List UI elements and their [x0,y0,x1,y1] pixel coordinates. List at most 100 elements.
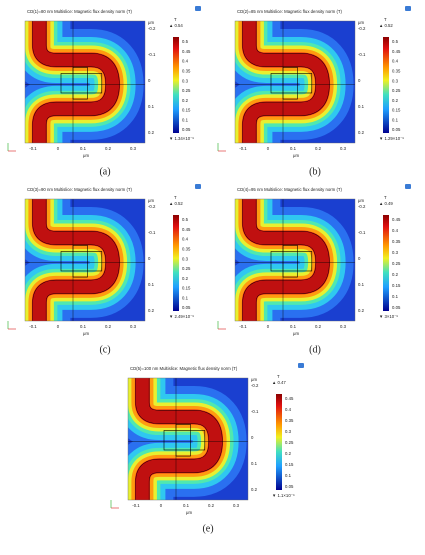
x-tick-label: 0 [267,324,270,329]
via [270,251,313,272]
colorbar [276,394,282,490]
field [25,199,145,321]
x-axis-label: μm [293,331,299,336]
colorbar-tick-label: 0.1 [392,117,399,122]
x-tick-label: 0.3 [340,146,347,151]
y-axis-label: μm [148,198,154,203]
x-tick-label: 0.2 [105,324,112,329]
y-axis-label: μm [251,377,257,382]
colorbar-tick-label: 0.35 [182,246,191,251]
x-tick-label: 0.2 [315,146,322,151]
colorbar-tick-label: 0.25 [285,440,294,445]
x-tick-label: 0 [160,503,163,508]
colorbar-tick-label: 0.2 [392,272,399,277]
x-tick-label: -0.1 [239,324,247,329]
colorbar-tick-label: 0.45 [392,49,401,54]
y-tick-label: -0.1 [358,230,366,235]
colorbar-tick-label: 0.2 [285,451,292,456]
y-tick-label: 0.1 [148,104,155,109]
plot-frame [234,198,356,322]
y-tick-label: 0.1 [358,104,365,109]
colorbar-max: ▲ 0.52 [169,201,183,206]
x-axis-label: μm [293,153,299,158]
colorbar-tick-label: 0.05 [285,484,294,489]
colorbar-tick-label: 0.35 [392,68,401,73]
via [163,430,206,451]
x-tick-label: 0.2 [208,503,215,508]
y-tick-label: 0.2 [251,487,258,492]
x-axis-label: μm [83,331,89,336]
colorbar-tick-label: 0.25 [392,261,401,266]
y-tick-label: 0.2 [358,130,365,135]
colorbar-min: ▼ 1.34×10⁻⁶ [169,136,194,141]
y-axis-label: μm [148,20,154,25]
y-tick-label: 0.2 [358,308,365,313]
panel: CD(5)=100 nm Multislice: Magnetic flux d… [110,363,304,534]
field [235,21,355,143]
x-tick-label: 0.2 [105,146,112,151]
colorbar-max: ▲ 0.47 [272,380,286,385]
y-tick-label: 0.1 [358,282,365,287]
colorbar-tick-label: 0.2 [182,276,189,281]
plot-frame [234,20,356,144]
colorbar-tick-label: 0.05 [182,305,191,310]
x-tick-label: 0.1 [80,324,87,329]
x-tick-label: 0 [57,324,60,329]
panel-label: (b) [309,166,321,177]
colorbar-unit: T [174,195,177,200]
via [270,73,313,94]
colorbar-tick-label: 0.45 [285,396,294,401]
y-axis-label: μm [358,20,364,25]
y-axis-label: μm [358,198,364,203]
plot-frame [24,198,146,322]
colorbar-tick-label: 0.2 [392,98,399,103]
panel: CD(3)=90 nm Multislice: Magnetic flux de… [7,184,201,355]
panel-label: (e) [202,523,213,534]
colorbar-max: ▲ 0.54 [169,23,183,28]
panel: CD(2)=85 nm Multislice: Magnetic flux de… [217,6,411,177]
colorbar-tick-label: 0.25 [182,266,191,271]
colorbar-tick-label: 0.3 [285,429,292,434]
y-tick-label: 0.2 [148,308,155,313]
colorbar-min: ▼ 1.29×10⁻⁶ [379,136,404,141]
x-axis-label: μm [83,153,89,158]
x-tick-label: 0 [57,146,60,151]
colorbar-tick-label: 0.35 [285,418,294,423]
via [60,251,103,272]
x-tick-label: 0.3 [130,146,137,151]
field [25,21,145,143]
colorbar-tick-label: 0.35 [392,239,401,244]
colorbar [383,37,389,133]
panel-label: (c) [99,344,110,355]
panel-title: CD(3)=90 nm Multislice: Magnetic flux de… [27,187,133,192]
colorbar-tick-label: 0.15 [182,286,191,291]
colorbar-tick-label: 0.1 [182,117,189,122]
panel: CD(1)=80 nm Multislice: Magnetic flux de… [7,6,201,177]
colorbar-tick-label: 0.15 [182,108,191,113]
x-axis-label: μm [186,510,192,515]
y-tick-label: -0.1 [148,230,156,235]
colorbar-tick-label: 0.25 [182,88,191,93]
colorbar-tick-label: 0.35 [182,68,191,73]
y-tick-label: -0.2 [148,26,156,31]
panel: CD(4)=95 nm Multislice: Magnetic flux de… [217,184,411,355]
colorbar-tick-label: 0.1 [285,473,292,478]
colorbar-tick-label: 0.4 [182,59,189,64]
y-tick-label: 0 [358,256,361,261]
colorbar-tick-label: 0.3 [182,256,189,261]
colorbar-tick-label: 0.1 [392,294,399,299]
colorbar-tick-label: 0.45 [182,227,191,232]
field [235,199,355,321]
colorbar-tick-label: 0.5 [182,217,189,222]
plot-frame [24,20,146,144]
colorbar-tick-label: 0.15 [392,283,401,288]
y-tick-label: -0.1 [251,409,259,414]
colorbar-unit: T [277,374,280,379]
panel-title: CD(2)=85 nm Multislice: Magnetic flux de… [237,9,343,14]
x-tick-label: -0.1 [29,324,37,329]
colorbar-tick-label: 0.05 [182,127,191,132]
y-tick-label: -0.2 [251,383,259,388]
via [60,73,103,94]
y-tick-label: 0 [148,78,151,83]
